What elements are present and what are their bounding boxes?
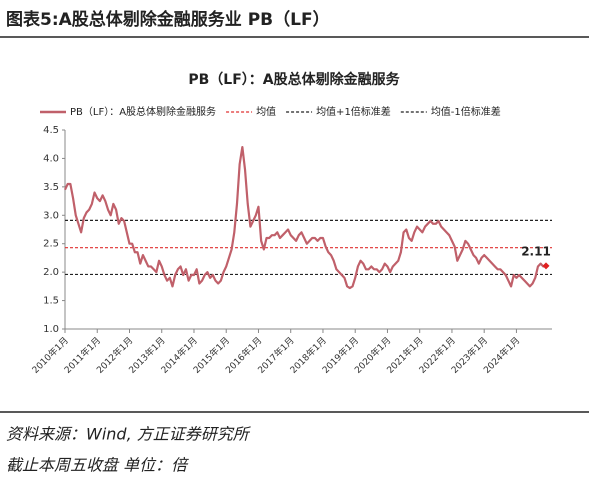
note: 截止本周五收盘 单位：倍 bbox=[6, 456, 189, 475]
legend-label: 均值+1倍标准差 bbox=[316, 105, 391, 118]
y-tick-label: 2.5 bbox=[43, 239, 59, 250]
legend-label: 均值-1倍标准差 bbox=[431, 105, 501, 118]
header-title: 图表5:A股总体剔除金融服务业 PB（LF） bbox=[6, 9, 330, 30]
series-line bbox=[64, 145, 547, 290]
chart-title: PB（LF）：A股总体剔除金融服务 bbox=[188, 71, 400, 88]
legend-label: 均值 bbox=[256, 105, 276, 118]
legend-label: PB（LF）：A股总体剔除金融服务 bbox=[70, 105, 216, 118]
y-tick-label: 4.5 bbox=[43, 125, 59, 136]
point-marker bbox=[542, 262, 550, 270]
y-tick-label: 3.5 bbox=[43, 182, 59, 193]
y-tick-label: 1.5 bbox=[43, 296, 59, 307]
y-tick-label: 4.0 bbox=[43, 153, 59, 164]
y-tick-label: 1.0 bbox=[43, 324, 59, 335]
y-tick-label: 2.0 bbox=[43, 267, 59, 278]
y-tick-label: 3.0 bbox=[43, 210, 59, 221]
data-label: 2.11 bbox=[521, 244, 551, 258]
source: 资料来源：Wind, 方正证券研究所 bbox=[6, 425, 252, 444]
